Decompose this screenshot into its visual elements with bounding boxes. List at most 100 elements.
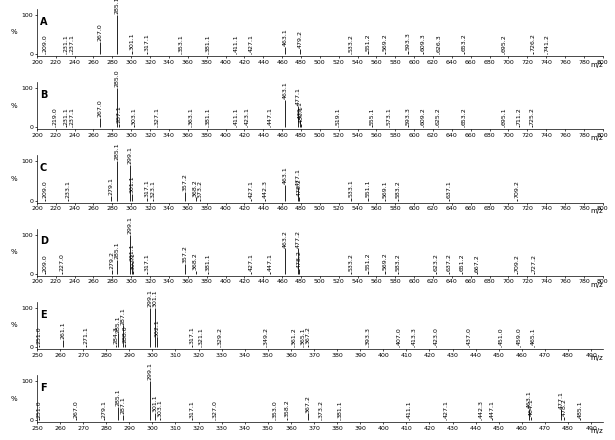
Text: 637.1: 637.1	[446, 180, 451, 198]
Text: 593.3: 593.3	[405, 32, 410, 50]
Text: 279.1: 279.1	[109, 177, 114, 195]
Text: 477.2: 477.2	[296, 230, 301, 248]
Text: 267.0: 267.0	[98, 99, 103, 117]
Text: 209.0: 209.0	[43, 180, 48, 198]
Text: 437.0: 437.0	[466, 327, 471, 345]
Text: 373.2: 373.2	[319, 400, 324, 418]
Text: m/z: m/z	[590, 355, 603, 361]
Text: 227.0: 227.0	[60, 253, 65, 271]
Text: 349.2: 349.2	[263, 327, 269, 345]
Text: 237.1: 237.1	[69, 34, 74, 52]
Text: F: F	[40, 383, 46, 393]
Text: 323.1: 323.1	[151, 180, 156, 198]
Text: 287.1: 287.1	[120, 307, 125, 325]
Text: 231.1: 231.1	[64, 107, 69, 125]
Text: 317.1: 317.1	[145, 180, 150, 198]
Text: 583.2: 583.2	[396, 180, 401, 198]
Text: 411.1: 411.1	[234, 108, 239, 125]
Text: 533.1: 533.1	[349, 180, 354, 198]
Text: 447.1: 447.1	[268, 107, 272, 125]
Text: 479.2: 479.2	[298, 30, 303, 48]
Text: 709.2: 709.2	[515, 180, 520, 198]
Text: 301.1: 301.1	[153, 394, 157, 412]
Text: 463.1: 463.1	[282, 81, 287, 99]
Text: 569.1: 569.1	[383, 180, 387, 198]
Text: 271.1: 271.1	[83, 326, 88, 344]
Text: m/z: m/z	[590, 428, 603, 434]
Text: 463.2: 463.2	[283, 230, 288, 248]
Text: 287.1: 287.1	[116, 106, 122, 124]
Text: 427.1: 427.1	[443, 400, 448, 418]
Text: 478.2: 478.2	[297, 178, 302, 196]
Text: 365.1: 365.1	[300, 327, 305, 345]
Text: 317.1: 317.1	[145, 33, 150, 51]
Text: 463.1: 463.1	[282, 166, 287, 184]
Text: m/z: m/z	[590, 208, 603, 214]
Text: 427.1: 427.1	[248, 34, 253, 52]
Text: 583.2: 583.2	[396, 253, 401, 271]
Y-axis label: %: %	[10, 396, 17, 402]
Text: 478.2: 478.2	[297, 250, 302, 268]
Text: 477.1: 477.1	[296, 87, 301, 105]
Text: 301.1: 301.1	[130, 33, 135, 50]
Text: 593.3: 593.3	[405, 107, 410, 125]
Text: 695.1: 695.1	[501, 107, 506, 125]
Text: 219.0: 219.0	[52, 107, 57, 125]
Text: 299.1: 299.1	[148, 363, 153, 380]
Text: 261.1: 261.1	[60, 322, 65, 339]
Text: 459.0: 459.0	[517, 327, 522, 345]
Text: 485.1: 485.1	[577, 400, 582, 418]
Text: 327.0: 327.0	[212, 400, 217, 418]
Text: 302.1: 302.1	[155, 319, 160, 337]
Text: 626.3: 626.3	[437, 34, 442, 52]
Text: A: A	[40, 17, 47, 27]
Text: 233.1: 233.1	[66, 180, 71, 198]
Text: 267.0: 267.0	[98, 24, 103, 41]
Text: 251.0: 251.0	[37, 400, 42, 418]
Text: 625.2: 625.2	[435, 107, 440, 125]
Text: 465.1: 465.1	[531, 327, 536, 345]
Text: 477.1: 477.1	[296, 168, 301, 186]
Text: 357.2: 357.2	[183, 173, 188, 191]
Text: 427.1: 427.1	[248, 180, 253, 198]
Text: 237.1: 237.1	[69, 107, 74, 125]
Text: B: B	[40, 90, 47, 100]
Text: 209.0: 209.0	[43, 34, 48, 52]
Text: 285.0: 285.0	[114, 70, 119, 87]
Text: 533.2: 533.2	[349, 34, 354, 52]
Text: 569.2: 569.2	[383, 33, 387, 51]
Text: 463.1: 463.1	[282, 29, 287, 46]
Text: 479.1: 479.1	[298, 102, 303, 120]
Text: 573.1: 573.1	[386, 107, 391, 125]
Text: 709.2: 709.2	[515, 253, 520, 271]
Text: 363.1: 363.1	[188, 108, 193, 125]
Text: D: D	[40, 236, 48, 246]
Text: E: E	[40, 310, 46, 320]
Text: 368.2: 368.2	[193, 252, 198, 270]
Text: 447.1: 447.1	[268, 253, 272, 271]
Text: 317.1: 317.1	[189, 400, 194, 418]
Text: 302.1: 302.1	[130, 252, 136, 270]
Text: 407.0: 407.0	[397, 327, 402, 345]
Text: 464.1: 464.1	[529, 399, 534, 417]
Text: 653.2: 653.2	[462, 107, 467, 125]
Text: 303.1: 303.1	[157, 400, 162, 417]
Text: 442.3: 442.3	[263, 180, 268, 198]
Text: 317.1: 317.1	[145, 253, 150, 271]
Text: 381.1: 381.1	[205, 34, 210, 52]
Text: 381.1: 381.1	[337, 400, 342, 418]
Text: 301.1: 301.1	[153, 290, 157, 307]
Text: 427.1: 427.1	[248, 253, 253, 271]
Text: 423.1: 423.1	[245, 107, 250, 125]
Text: m/z: m/z	[590, 62, 603, 68]
Text: 411.1: 411.1	[407, 401, 411, 418]
Text: 353.0: 353.0	[272, 400, 277, 418]
Text: 623.2: 623.2	[434, 253, 438, 271]
Text: 368.2: 368.2	[193, 179, 198, 197]
Text: 367.2: 367.2	[305, 326, 310, 345]
Y-axis label: %: %	[10, 176, 17, 182]
Text: C: C	[40, 163, 47, 173]
Text: 569.2: 569.2	[383, 253, 387, 270]
Text: m/z: m/z	[590, 135, 603, 141]
Text: 555.1: 555.1	[369, 107, 375, 125]
